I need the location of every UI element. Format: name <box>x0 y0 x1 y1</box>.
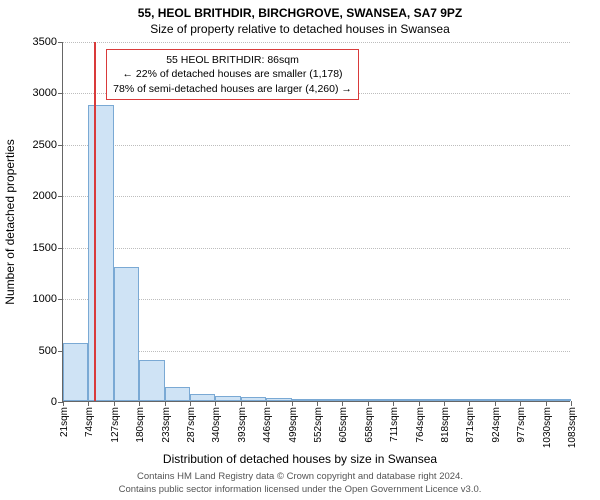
histogram-bar <box>190 394 215 401</box>
x-tick-mark <box>88 401 89 406</box>
info-box-smaller: ← 22% of detached houses are smaller (1,… <box>113 67 352 81</box>
x-tick-mark <box>190 401 191 406</box>
page-subtitle: Size of property relative to detached ho… <box>0 22 600 38</box>
y-axis-title: Number of detached properties <box>3 139 17 304</box>
x-tick-mark <box>342 401 343 406</box>
property-marker-line <box>94 42 96 401</box>
y-tick-mark <box>58 145 63 146</box>
y-tick-mark <box>58 93 63 94</box>
gridline <box>63 145 570 146</box>
x-tick-label: 340sqm <box>211 407 222 443</box>
histogram-bar <box>393 399 418 401</box>
chart-area: 050010001500200025003000350055 HEOL BRIT… <box>62 42 570 402</box>
x-tick-mark <box>292 401 293 406</box>
histogram-bar <box>342 399 367 401</box>
x-tick-label: 21sqm <box>59 407 70 437</box>
x-tick-label: 180sqm <box>135 407 146 443</box>
histogram-bar <box>266 398 291 401</box>
histogram-bar <box>317 399 342 401</box>
histogram-bar <box>88 105 113 401</box>
histogram-bar <box>292 399 317 401</box>
plot-region: 050010001500200025003000350055 HEOL BRIT… <box>62 42 570 402</box>
gridline <box>63 196 570 197</box>
histogram-bar <box>368 399 393 401</box>
y-tick-label: 1500 <box>33 242 57 254</box>
x-tick-label: 393sqm <box>237 407 248 443</box>
x-tick-mark <box>546 401 547 406</box>
page-title-address: 55, HEOL BRITHDIR, BIRCHGROVE, SWANSEA, … <box>0 6 600 22</box>
x-tick-label: 499sqm <box>288 407 299 443</box>
footer-line-2: Contains public sector information licen… <box>0 484 600 496</box>
x-tick-mark <box>469 401 470 406</box>
histogram-bar <box>241 397 266 401</box>
x-tick-mark <box>393 401 394 406</box>
histogram-bar <box>215 396 240 401</box>
x-tick-mark <box>571 401 572 406</box>
info-box-title: 55 HEOL BRITHDIR: 86sqm <box>113 53 352 67</box>
x-tick-label: 924sqm <box>491 407 502 443</box>
x-tick-mark <box>266 401 267 406</box>
y-tick-label: 2500 <box>33 139 57 151</box>
y-tick-label: 2000 <box>33 190 57 202</box>
y-tick-label: 3500 <box>33 36 57 48</box>
histogram-bar <box>495 399 520 401</box>
y-tick-mark <box>58 42 63 43</box>
x-tick-label: 764sqm <box>415 407 426 443</box>
x-tick-mark <box>241 401 242 406</box>
info-box: 55 HEOL BRITHDIR: 86sqm← 22% of detached… <box>106 49 359 100</box>
x-axis-title: Distribution of detached houses by size … <box>0 452 600 466</box>
histogram-bar <box>114 267 139 401</box>
x-tick-label: 446sqm <box>262 407 273 443</box>
x-tick-label: 552sqm <box>313 407 324 443</box>
x-tick-label: 233sqm <box>161 407 172 443</box>
x-tick-label: 127sqm <box>110 407 121 443</box>
x-tick-mark <box>317 401 318 406</box>
histogram-bar <box>139 360 164 401</box>
y-tick-mark <box>58 299 63 300</box>
histogram-bar <box>419 399 444 401</box>
info-box-larger: 78% of semi-detached houses are larger (… <box>113 82 352 96</box>
x-tick-mark <box>139 401 140 406</box>
x-tick-label: 711sqm <box>389 407 400 442</box>
x-tick-mark <box>114 401 115 406</box>
gridline <box>63 42 570 43</box>
x-tick-mark <box>419 401 420 406</box>
x-tick-label: 658sqm <box>364 407 375 443</box>
footer-line-1: Contains HM Land Registry data © Crown c… <box>0 471 600 483</box>
x-tick-label: 977sqm <box>516 407 527 443</box>
y-tick-mark <box>58 196 63 197</box>
histogram-bar <box>444 399 469 401</box>
x-tick-label: 871sqm <box>465 407 476 443</box>
x-tick-mark <box>368 401 369 406</box>
histogram-bar <box>520 399 545 401</box>
x-tick-label: 287sqm <box>186 407 197 443</box>
y-tick-label: 1000 <box>33 293 57 305</box>
y-tick-label: 3000 <box>33 87 57 99</box>
x-tick-label: 1030sqm <box>542 407 553 448</box>
histogram-bar <box>469 399 494 401</box>
x-tick-label: 605sqm <box>338 407 349 443</box>
y-tick-mark <box>58 248 63 249</box>
x-tick-mark <box>165 401 166 406</box>
x-tick-mark <box>444 401 445 406</box>
x-tick-label: 818sqm <box>440 407 451 443</box>
histogram-bar <box>546 399 571 401</box>
histogram-bar <box>63 343 88 401</box>
histogram-bar <box>165 387 190 401</box>
y-tick-label: 0 <box>51 396 57 408</box>
footer-attribution: Contains HM Land Registry data © Crown c… <box>0 471 600 496</box>
gridline <box>63 248 570 249</box>
x-tick-mark <box>215 401 216 406</box>
y-tick-label: 500 <box>39 345 57 357</box>
x-tick-label: 1083sqm <box>567 407 578 448</box>
x-tick-mark <box>495 401 496 406</box>
x-tick-mark <box>520 401 521 406</box>
x-tick-label: 74sqm <box>84 407 95 437</box>
x-tick-mark <box>63 401 64 406</box>
chart-container: 55, HEOL BRITHDIR, BIRCHGROVE, SWANSEA, … <box>0 0 600 500</box>
